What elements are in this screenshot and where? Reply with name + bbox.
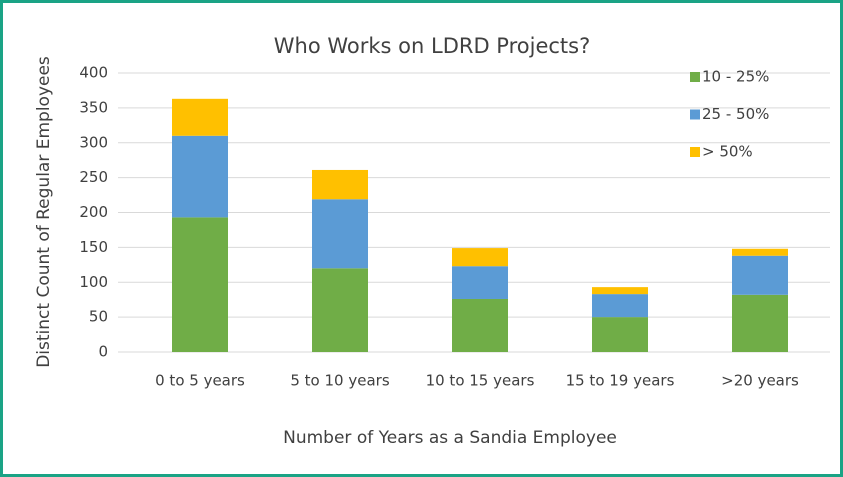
bar-segment [312, 268, 368, 352]
bar-segment [452, 248, 508, 267]
legend-swatch [690, 109, 700, 120]
y-tick-label: 300 [79, 133, 108, 151]
bar-segment [312, 169, 368, 200]
bar-segment [732, 248, 788, 256]
y-tick-label: 100 [79, 273, 108, 291]
y-tick-label: 350 [79, 98, 108, 116]
bar-segment [592, 317, 648, 352]
legend-swatch [690, 72, 700, 82]
bar-segment [452, 266, 508, 299]
y-tick-label: 50 [89, 308, 108, 326]
bar-segment [172, 98, 228, 136]
x-tick-label: 10 to 15 years [426, 372, 535, 390]
bar-segment [452, 298, 508, 352]
y-tick-label: 250 [79, 168, 108, 186]
bar-segment [312, 199, 368, 269]
legend-label: 25 - 50% [702, 105, 769, 123]
y-tick-label: 200 [79, 203, 108, 221]
y-axis-title: Distinct Count of Regular Employees [34, 56, 54, 368]
x-tick-label: 15 to 19 years [566, 372, 675, 390]
legend-label: > 50% [702, 143, 753, 161]
bar-segment [732, 255, 788, 295]
y-tick-label: 400 [79, 64, 108, 82]
legend-label: 10 - 25% [702, 68, 769, 86]
x-tick-label: 5 to 10 years [290, 372, 389, 390]
x-axis-title: Number of Years as a Sandia Employee [283, 428, 617, 448]
bar-segment [592, 294, 648, 318]
x-tick-label: 0 to 5 years [155, 372, 245, 390]
bar-segment [172, 135, 228, 218]
y-tick-label: 150 [79, 238, 108, 256]
legend-swatch [690, 147, 700, 157]
bar-segment [732, 294, 788, 352]
y-tick-label: 0 [98, 343, 108, 361]
bar-segment [172, 217, 228, 352]
x-tick-label: >20 years [721, 372, 799, 390]
chart-title: Who Works on LDRD Projects? [274, 34, 590, 58]
bar-segment [592, 287, 648, 295]
